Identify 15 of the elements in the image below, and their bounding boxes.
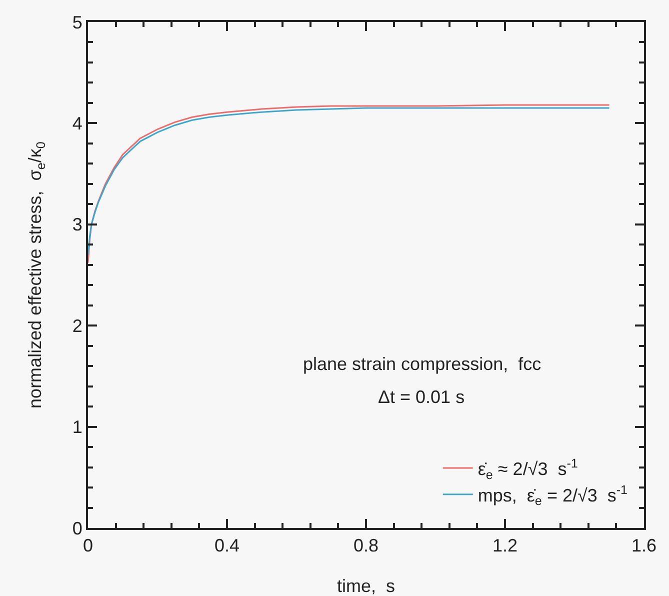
legend-label: ε̇$_{e}$ ≈ 2/√3 s$^{-1}$ <box>478 456 578 482</box>
x-axis-title: time, s <box>336 576 396 596</box>
y-tick-label: 0 <box>72 518 82 538</box>
y-tick-label: 1 <box>72 417 82 438</box>
y-tick-label: 3 <box>72 214 82 235</box>
annotation: plane strain compression, fcc <box>303 354 542 374</box>
x-tick-label: 1.2 <box>492 536 518 556</box>
annotation: Δt = 0.01 s <box>378 387 465 407</box>
x-tick-label: 0.4 <box>214 536 240 556</box>
y-tick-label: 4 <box>72 114 82 134</box>
x-tick-label: 1.6 <box>631 536 657 556</box>
y-tick-label: 2 <box>72 316 82 336</box>
legend-label: mps, ε̇$_{e}$ = 2/√3 s$^{-1}$ <box>478 482 628 508</box>
y-tick-label: 5 <box>72 12 82 32</box>
x-tick-label: 0.8 <box>353 536 379 556</box>
